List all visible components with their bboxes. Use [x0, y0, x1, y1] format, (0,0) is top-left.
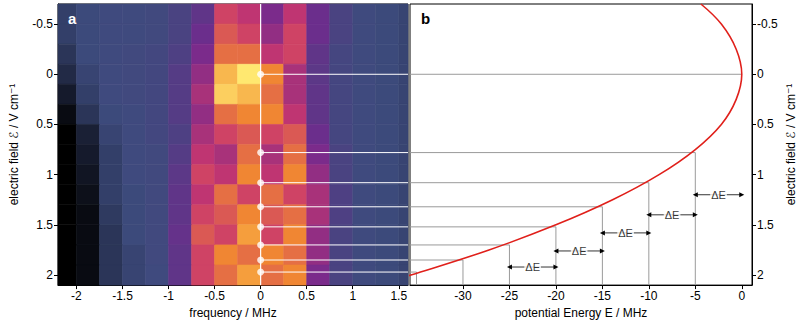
svg-text:ΔE: ΔE — [665, 209, 680, 221]
svg-text:1.5: 1.5 — [390, 289, 407, 303]
svg-text:-20: -20 — [547, 289, 565, 303]
svg-text:-1: -1 — [163, 289, 174, 303]
svg-text:-0.5: -0.5 — [757, 17, 778, 31]
svg-text:a: a — [68, 10, 77, 27]
svg-text:electric field ℰ / V cm⁻¹: electric field ℰ / V cm⁻¹ — [784, 84, 798, 206]
svg-text:0: 0 — [757, 67, 764, 81]
svg-text:1: 1 — [46, 168, 53, 182]
svg-text:-0.5: -0.5 — [204, 289, 225, 303]
svg-text:1.5: 1.5 — [36, 218, 53, 232]
svg-text:0.5: 0.5 — [757, 117, 774, 131]
svg-text:-1.5: -1.5 — [112, 289, 133, 303]
svg-text:2: 2 — [46, 268, 53, 282]
svg-text:-25: -25 — [501, 289, 519, 303]
svg-text:0: 0 — [738, 289, 745, 303]
svg-text:frequency / MHz: frequency / MHz — [189, 306, 276, 320]
svg-text:-15: -15 — [594, 289, 612, 303]
svg-text:0.5: 0.5 — [36, 117, 53, 131]
svg-text:1: 1 — [349, 289, 356, 303]
svg-text:ΔE: ΔE — [618, 227, 633, 239]
svg-text:-2: -2 — [71, 289, 82, 303]
svg-text:0.5: 0.5 — [298, 289, 315, 303]
svg-text:1: 1 — [757, 168, 764, 182]
svg-text:-10: -10 — [640, 289, 658, 303]
svg-text:-30: -30 — [454, 289, 472, 303]
svg-text:-5: -5 — [690, 289, 701, 303]
svg-text:ΔE: ΔE — [525, 261, 540, 273]
svg-text:0: 0 — [46, 67, 53, 81]
svg-text:potential Energy E / MHz: potential Energy E / MHz — [515, 306, 648, 320]
svg-text:1.5: 1.5 — [757, 218, 774, 232]
svg-text:b: b — [421, 10, 430, 27]
svg-text:electric field ℰ / V cm⁻¹: electric field ℰ / V cm⁻¹ — [7, 84, 21, 206]
svg-text:0: 0 — [257, 289, 264, 303]
svg-text:-0.5: -0.5 — [32, 17, 53, 31]
svg-text:ΔE: ΔE — [572, 245, 587, 257]
svg-text:2: 2 — [757, 268, 764, 282]
svg-text:ΔE: ΔE — [711, 189, 726, 201]
